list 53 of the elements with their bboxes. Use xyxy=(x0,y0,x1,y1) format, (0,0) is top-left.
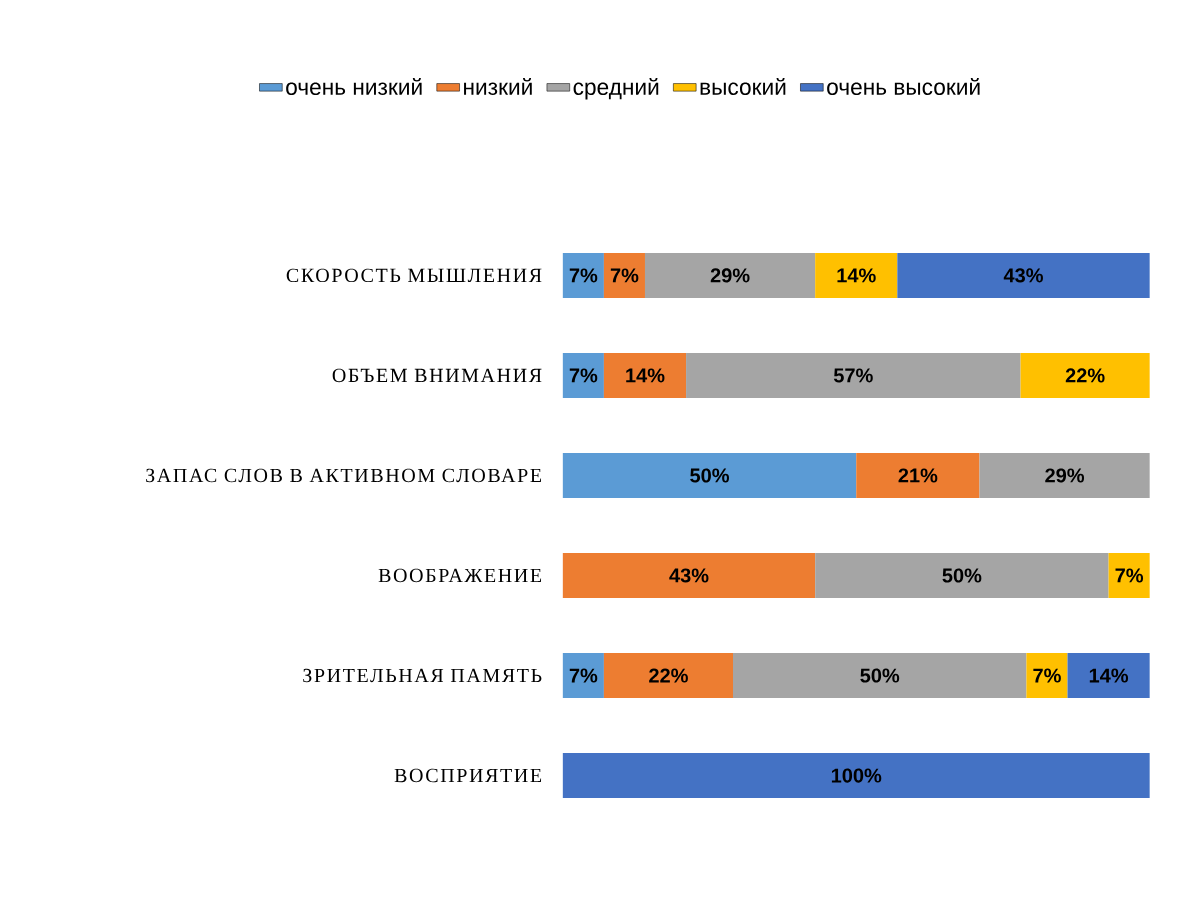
legend-label: средний xyxy=(573,78,659,100)
data-label: 7% xyxy=(1033,668,1061,683)
data-label: 100% xyxy=(831,768,882,783)
bar xyxy=(897,253,1150,299)
data-label: 22% xyxy=(649,668,688,683)
data-label: 7% xyxy=(610,268,639,283)
data-label: 50% xyxy=(690,468,730,483)
bar xyxy=(644,253,816,299)
legend-label: очень низкий xyxy=(286,78,422,96)
y-tick-label: ОБЪЕМ ВНИМАНИЯ xyxy=(332,368,542,383)
bar xyxy=(1020,353,1150,399)
legend-label: низкий xyxy=(464,78,532,96)
bar xyxy=(1026,653,1068,699)
data-label: 21% xyxy=(898,468,938,483)
data-label: 14% xyxy=(1089,668,1129,683)
legend-label: очень высокий xyxy=(827,78,980,96)
bar xyxy=(603,653,734,699)
data-label: 7% xyxy=(1115,568,1144,583)
data-label: 50% xyxy=(942,568,982,583)
data-label: 7% xyxy=(569,368,598,383)
bar xyxy=(1067,653,1150,699)
bar xyxy=(979,453,1150,499)
bar xyxy=(562,753,1150,799)
bar xyxy=(603,253,645,299)
data-label: 14% xyxy=(626,368,665,383)
data-label: 43% xyxy=(669,568,709,583)
bar xyxy=(1108,553,1150,599)
y-tick-label: ВОСПРИЯТИЕ xyxy=(394,769,542,783)
y-tick-label: ВООБРАЖЕНИЕ xyxy=(378,568,542,583)
bar xyxy=(815,253,898,299)
bar xyxy=(562,653,604,699)
data-label: 43% xyxy=(1003,268,1043,283)
bar xyxy=(856,453,980,499)
bar xyxy=(562,253,604,299)
data-label: 29% xyxy=(1045,468,1085,483)
y-tick-label: ЗРИТЕЛЬНАЯ ПАМЯТЬ xyxy=(303,669,542,683)
data-label: 14% xyxy=(837,268,876,283)
bar xyxy=(815,553,1109,599)
y-tick-label: СКОРОСТЬ МЫШЛЕНИЯ xyxy=(286,268,542,283)
data-label: 22% xyxy=(1065,368,1105,383)
data-label: 29% xyxy=(710,268,750,283)
bar xyxy=(733,653,1027,699)
bar xyxy=(603,353,687,399)
bar xyxy=(562,353,604,399)
bar xyxy=(562,453,857,499)
data-label: 57% xyxy=(833,368,873,383)
legend-label: высокий xyxy=(700,78,786,96)
data-label: 50% xyxy=(860,668,900,683)
y-tick-label: ЗАПАС СЛОВ В АКТИВНОМ СЛОВАРЕ xyxy=(146,468,542,483)
bar xyxy=(562,553,816,599)
data-label: 7% xyxy=(569,668,598,683)
data-label: 7% xyxy=(569,268,598,283)
bar xyxy=(686,353,1021,399)
